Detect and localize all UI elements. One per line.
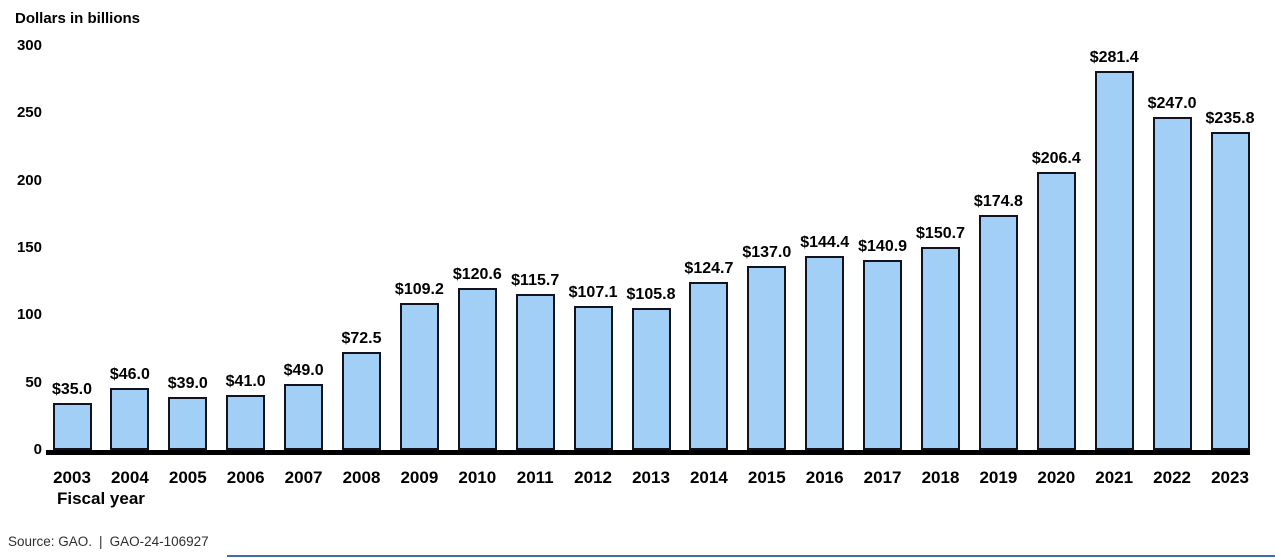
x-axis-tick-label: 2015 — [747, 468, 786, 487]
bar-2015 — [747, 265, 787, 450]
bar-2018 — [921, 247, 960, 450]
bar-2010 — [457, 287, 497, 450]
y-axis-tick-label: 0 — [33, 441, 42, 458]
bar-value-label: $35.0 — [51, 380, 93, 398]
bar-value-label: $206.4 — [1031, 150, 1081, 168]
bar-2006 — [226, 394, 266, 450]
bar-value-label: $144.4 — [800, 233, 850, 251]
bar-2009 — [399, 302, 439, 450]
bar-value-label: $41.0 — [225, 372, 266, 390]
y-axis-tick-label: 150 — [16, 239, 42, 256]
x-axis-tick-label: 2023 — [1211, 468, 1249, 487]
x-axis-tick-label: 2006 — [226, 468, 265, 487]
bar-2014 — [689, 282, 729, 450]
y-axis-tick-label: 100 — [16, 306, 42, 324]
bar-2022 — [1152, 117, 1192, 450]
x-axis-tick-label: 2020 — [1037, 468, 1076, 487]
bar-value-label: $109.2 — [394, 280, 444, 298]
x-axis-tick-label: 2018 — [921, 468, 960, 487]
bar-value-label: $235.8 — [1205, 110, 1255, 128]
bar-value-label: $115.7 — [511, 272, 560, 290]
source-separator: | — [99, 534, 103, 549]
x-axis-tick-label: 2019 — [979, 468, 1018, 487]
bar-value-label: $140.9 — [858, 238, 908, 256]
x-axis-tick-label: 2003 — [53, 468, 91, 487]
bar-2016 — [805, 255, 845, 450]
bar-value-label: $124.7 — [684, 260, 734, 278]
source-text: Source: GAO. — [8, 534, 93, 549]
bar-value-label: $49.0 — [283, 362, 324, 379]
x-axis-tick-label: 2005 — [168, 468, 207, 487]
bar-value-label: $174.8 — [973, 192, 1023, 210]
source-note: Source: GAO. | GAO-24-106927 — [8, 534, 209, 549]
bar-value-label: $247.0 — [1147, 95, 1197, 113]
bar-2023 — [1210, 132, 1250, 450]
bar-2004 — [110, 388, 150, 450]
x-axis-tick-label: 2010 — [458, 468, 497, 487]
bar-value-label: $281.4 — [1089, 49, 1139, 67]
bar-2005 — [168, 397, 208, 450]
bar-2021 — [1094, 71, 1134, 450]
bar-value-label: $137.0 — [742, 243, 792, 261]
bar-2019 — [978, 214, 1018, 450]
bar-value-label: $107.1 — [568, 283, 618, 301]
y-axis-tick-label: 200 — [16, 171, 42, 189]
x-axis-tick-label: 2021 — [1095, 468, 1134, 487]
bar-value-label: $39.0 — [167, 375, 208, 393]
bar-value-label: $105.8 — [626, 285, 676, 303]
x-axis-tick-label: 2022 — [1153, 468, 1191, 487]
x-axis-tick-label: 2008 — [342, 468, 381, 487]
x-axis-tick-label: 2016 — [805, 468, 844, 487]
x-axis-tick-label: 2011 — [516, 468, 554, 487]
y-axis-tick-label: 250 — [16, 104, 42, 122]
x-axis-tick-label: 2007 — [284, 468, 323, 487]
bar-2020 — [1036, 172, 1076, 450]
bar-2007 — [284, 384, 324, 450]
bar-value-label: $120.6 — [452, 265, 502, 283]
bar-value-label: $72.5 — [341, 330, 382, 348]
bar-2013 — [631, 307, 671, 450]
bottom-rule — [227, 555, 1275, 557]
bar-2008 — [342, 352, 381, 450]
x-axis-line — [46, 450, 1250, 455]
bar-2012 — [573, 305, 613, 450]
x-axis-tick-label: 2017 — [863, 468, 902, 487]
y-axis-tick-label: 50 — [25, 373, 42, 391]
x-axis-tick-label: 2013 — [632, 468, 670, 487]
x-axis-tick-label: 2014 — [689, 468, 728, 487]
x-axis-tick-label: 2012 — [574, 468, 612, 487]
bar-2003 — [52, 402, 92, 450]
y-axis-tick-label: 300 — [16, 37, 42, 54]
x-axis-tick-label: 2009 — [400, 468, 439, 487]
y-axis-title: Dollars in billions — [15, 10, 141, 27]
bar-value-label: $46.0 — [109, 366, 150, 384]
bar-2017 — [863, 260, 903, 450]
x-axis-tick-label: 2004 — [110, 468, 149, 487]
bar-value-label: $150.7 — [916, 225, 965, 243]
x-axis-title: Fiscal year — [57, 489, 145, 508]
report-number: GAO-24-106927 — [109, 534, 209, 549]
bar-2011 — [515, 294, 555, 450]
